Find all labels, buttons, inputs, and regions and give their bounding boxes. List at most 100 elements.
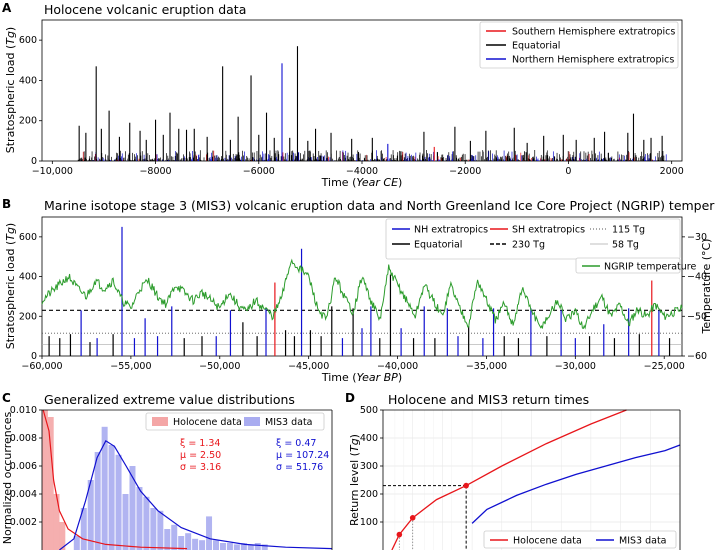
- y-tick-label: 200: [19, 116, 37, 127]
- panel-d-ylabel: Return level (Tg): [348, 434, 361, 526]
- panel-a-y-ticks: 0 200 400 600: [19, 35, 42, 167]
- panel-d-grid: [383, 410, 680, 550]
- mis3-hist-bar: [101, 426, 108, 550]
- panel-a-legend: Southern Hemisphere extratropics Equatori…: [479, 21, 679, 69]
- holocene-gev-curve: [42, 409, 188, 550]
- holocene-mu: μ = 2.50: [180, 450, 221, 461]
- panel-d-guide-lines: [383, 485, 467, 550]
- y-tick-label: 0.002: [10, 517, 37, 528]
- panel-a-x-ticks: −10,000 −8000 −6000 −4000 −2000 0 2000: [32, 161, 684, 177]
- y2-tick-label: −40: [687, 272, 707, 283]
- legend-swatch: [244, 417, 260, 426]
- mis3-hist-bar: [199, 540, 206, 550]
- panel-a: A Holocene volcanic eruption data −10,00…: [2, 1, 684, 189]
- legend-label: Equatorial: [414, 240, 462, 251]
- panel-c-plot: [41, 410, 268, 550]
- x-tick-label: −10,000: [32, 166, 73, 177]
- x-tick-label: −45,000: [288, 361, 329, 372]
- mis3-hist-bar: [233, 544, 240, 550]
- y-tick-label: 400: [19, 272, 37, 283]
- mis3-hist-bar: [115, 454, 122, 550]
- panel-b-y-ticks: 0 200 400 600: [19, 232, 42, 362]
- panel-b-y2label: Temperature (°C): [700, 239, 713, 335]
- panel-d-markers: [396, 482, 469, 538]
- y-tick-label: 200: [360, 489, 378, 500]
- y-tick-label: 0.008: [10, 433, 37, 444]
- mis3-hist-bar: [108, 445, 115, 550]
- y-tick-label: 0: [31, 351, 37, 362]
- mis3-hist-bar: [226, 543, 233, 550]
- x-tick-label: −55,000: [110, 361, 151, 372]
- mis3-hist-bar: [171, 524, 178, 550]
- mis3-return-curve: [471, 444, 681, 524]
- y-tick-label: 300: [360, 461, 378, 472]
- panel-b-y2-ticks: −60 −50 −40 −30: [682, 232, 707, 362]
- legend-label: MIS3 data: [619, 536, 667, 547]
- legend-label: Northern Hemisphere extratropics: [512, 55, 674, 66]
- mis3-hist-bar: [129, 466, 136, 550]
- mis3-hist-bar: [164, 529, 171, 550]
- y-tick-label: 0: [31, 156, 37, 167]
- legend-label: 230 Tg: [512, 240, 545, 251]
- x-tick-label: −25,000: [644, 361, 685, 372]
- y-tick-label: 400: [360, 433, 378, 444]
- y-tick-label: 200: [19, 311, 37, 322]
- panel-b-bars: [48, 226, 671, 356]
- mis3-hist-bar: [150, 508, 157, 550]
- y-tick-label: 600: [19, 232, 37, 243]
- y-tick-label: 0.004: [10, 489, 37, 500]
- mis3-sigma: σ = 51.76: [276, 462, 323, 473]
- holocene-hist-bar: [47, 417, 54, 550]
- y2-tick-label: −60: [687, 351, 707, 362]
- panel-c-legend: Holocene data MIS3 data: [145, 412, 325, 431]
- mis3-hist-bar: [94, 452, 101, 550]
- panel-d-letter: D: [345, 391, 355, 405]
- mis3-hist-bar: [247, 544, 254, 550]
- legend-swatch: [152, 417, 168, 426]
- holocene-sigma: σ = 3.16: [180, 462, 221, 473]
- mis3-hist-bar: [80, 508, 87, 550]
- panel-b-legend: NH extratropics SH extratropics 115 Tg Equa…: [385, 218, 696, 274]
- x-tick-label: −2000: [449, 166, 481, 177]
- panel-c-title: Generalized extreme value distributions: [44, 392, 295, 407]
- return-level-marker: [409, 515, 416, 521]
- mis3-hist-bar: [178, 536, 185, 550]
- panel-a-xlabel: Time (Year CE): [321, 176, 403, 189]
- legend-label: Holocene data: [513, 536, 582, 547]
- panel-b-x-ticks: −60,000 −55,000 −50,000 −45,000 −40,000 −35,0…: [21, 356, 685, 372]
- mis3-gev-curve: [59, 439, 333, 550]
- mis3-hist-bar: [143, 496, 150, 550]
- holocene-gev-stats: ξ = 1.34 μ = 2.50 σ = 3.16: [180, 438, 221, 473]
- legend-label: Equatorial: [512, 41, 560, 52]
- holocene-hist-bar: [59, 522, 66, 550]
- legend-label: 115 Tg: [612, 225, 645, 236]
- panel-a-ylabel: Stratospheric load (Tg): [4, 27, 17, 153]
- mis3-hist-bar: [192, 538, 199, 550]
- ngrip-temperature-line: [41, 258, 683, 330]
- panel-c-y-ticks: 0.002 0.004 0.006 0.008 0.010: [10, 405, 42, 528]
- mis3-gev-stats: ξ = 0.47 μ = 107.24 σ = 51.76: [276, 438, 329, 473]
- mis3-hist-bar: [261, 544, 268, 550]
- y-tick-label: 600: [19, 35, 37, 46]
- return-level-marker: [463, 482, 469, 489]
- y-tick-label: 0.010: [10, 405, 37, 416]
- legend-label: NGRIP temperature: [604, 262, 696, 273]
- panel-d: D Holocene and MIS3 return times 100 200 3…: [345, 391, 681, 550]
- y-tick-label: 400: [19, 75, 37, 86]
- x-tick-label: −60,000: [21, 361, 62, 372]
- panel-b-title: Marine isotope stage 3 (MIS3) volcanic e…: [44, 198, 715, 213]
- x-tick-label: −50,000: [199, 361, 240, 372]
- return-level-marker: [396, 531, 403, 538]
- y2-tick-label: −30: [687, 232, 707, 243]
- panel-b-letter: B: [2, 197, 11, 211]
- mis3-mu: μ = 107.24: [276, 450, 329, 461]
- legend-label: 58 Tg: [612, 240, 639, 251]
- legend-label: SH extratropics: [512, 225, 585, 236]
- mis3-hist-bar: [206, 516, 213, 550]
- y-tick-label: 0.006: [10, 461, 37, 472]
- x-tick-label: −6000: [243, 166, 275, 177]
- holocene-hist-bar: [41, 410, 48, 550]
- mis3-hist-bar: [213, 540, 219, 550]
- panel-a-letter: A: [2, 1, 12, 15]
